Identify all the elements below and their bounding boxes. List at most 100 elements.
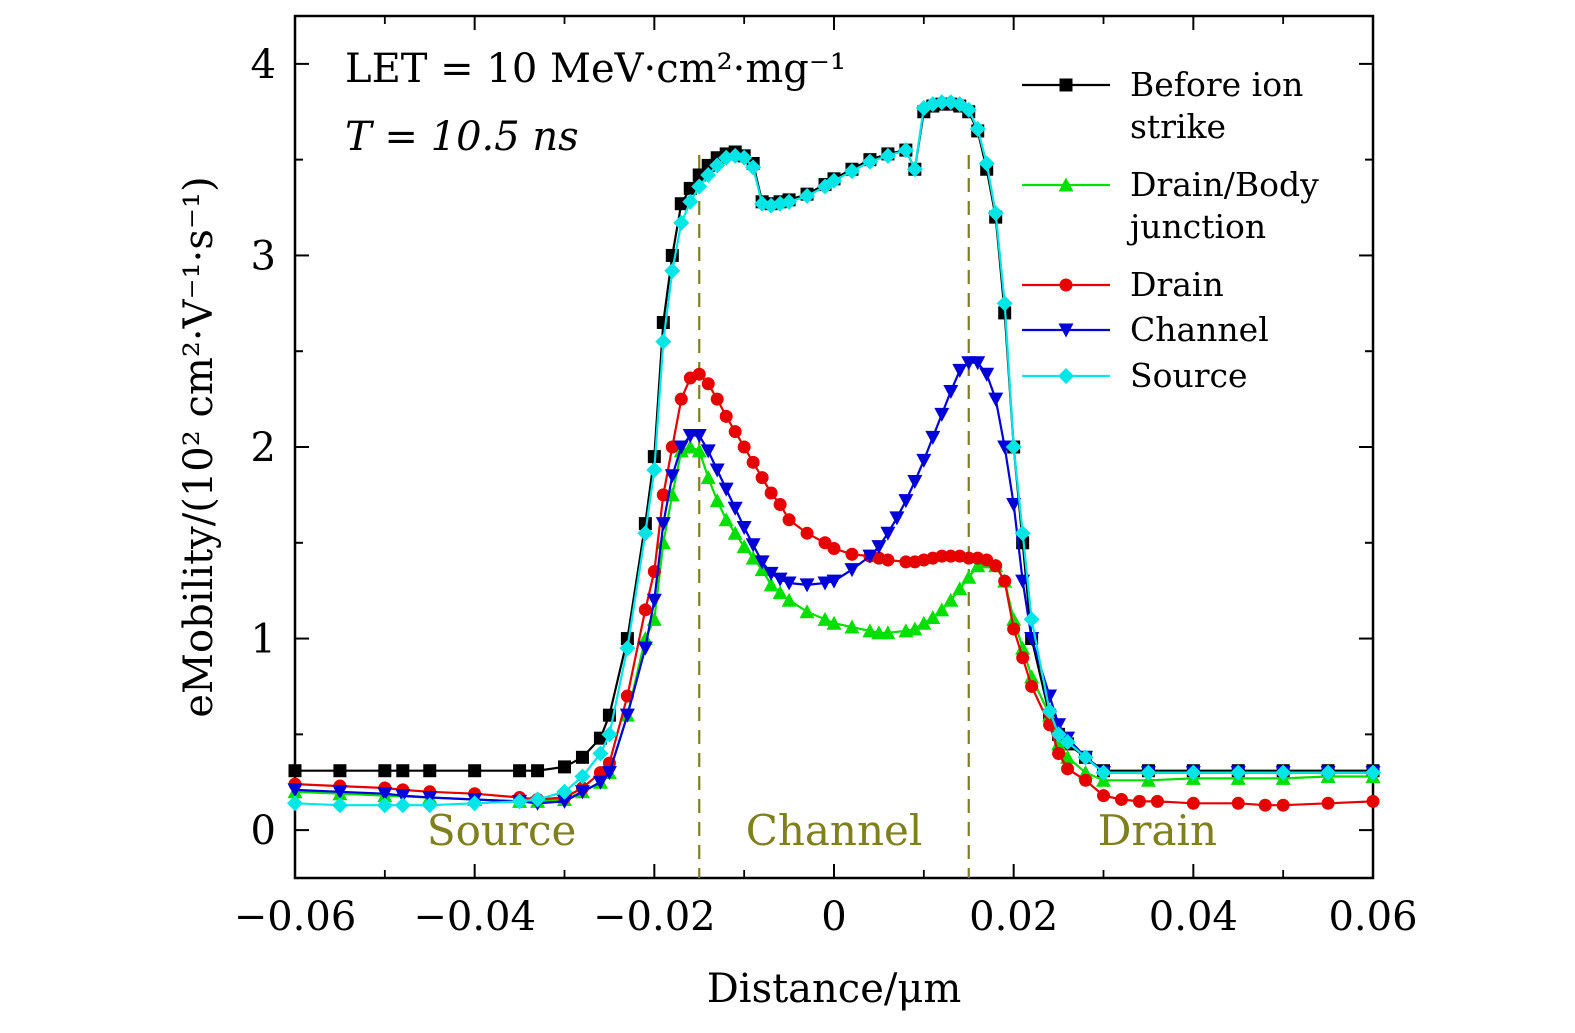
legend-label: Channel [1130, 310, 1269, 349]
data-point [1016, 651, 1030, 665]
data-point [763, 566, 779, 581]
data-point [673, 214, 690, 231]
data-point [782, 513, 796, 527]
data-point [638, 603, 652, 617]
series-2 [288, 367, 1380, 812]
data-point [531, 764, 545, 778]
data-point [925, 609, 941, 624]
data-point [619, 708, 635, 723]
data-point [889, 511, 905, 526]
data-point [764, 486, 778, 500]
annotation-let: LET = 10 MeV·cm²·mg⁻¹ [345, 46, 846, 92]
data-point [988, 392, 1004, 407]
data-point [700, 470, 716, 485]
data-point [682, 439, 698, 454]
axis-ticks: −0.06 −0.04 −0.02 0 0.02 0.04 0.06 0 1 2 3 4 [234, 16, 1418, 940]
data-point [862, 623, 878, 638]
data-point [826, 615, 842, 630]
data-point [1185, 764, 1202, 781]
data-point [574, 785, 590, 800]
data-point [781, 592, 797, 607]
data-point [799, 604, 815, 619]
region-label: Drain [1098, 806, 1217, 855]
data-point [736, 520, 752, 535]
data-point [646, 461, 663, 478]
data-point [996, 295, 1013, 312]
data-point [907, 474, 923, 489]
series-4 [287, 94, 1381, 814]
data-point [899, 555, 913, 569]
data-point [727, 501, 743, 516]
data-point [772, 585, 788, 600]
data-point [1041, 703, 1058, 720]
data-point [1024, 669, 1040, 684]
data-point [736, 539, 752, 554]
data-point [1230, 764, 1247, 781]
legend-entry-0: Before ion strike [1022, 65, 1303, 146]
data-point [1186, 796, 1200, 810]
data-point [1023, 611, 1040, 628]
data-point [692, 367, 706, 381]
data-point [556, 783, 573, 800]
data-point [601, 726, 618, 743]
data-point [1114, 792, 1128, 806]
data-point [396, 764, 410, 778]
data-point [897, 142, 914, 159]
data-point [378, 764, 392, 778]
data-point [333, 764, 347, 778]
data-point [655, 517, 671, 532]
data-point [871, 540, 887, 555]
data-point [637, 525, 654, 542]
data-point [709, 493, 725, 508]
data-point [969, 121, 986, 138]
data-point [601, 766, 617, 781]
legend-entry-3: Channel [1022, 310, 1269, 349]
data-point [1006, 497, 1022, 512]
data-point [1050, 726, 1067, 743]
data-point [709, 157, 726, 174]
data-point [1051, 736, 1067, 751]
data-point [998, 574, 1012, 588]
data-point [933, 94, 950, 111]
x-tick-label: −0.02 [593, 894, 716, 940]
x-tick-label: −0.06 [234, 894, 357, 940]
legend-swatch-marker [1059, 78, 1073, 92]
y-axis-title: eMobility/(10² cm²·V⁻¹·s⁻¹) [176, 176, 222, 717]
data-point [781, 193, 798, 210]
data-point [844, 563, 860, 578]
data-point [331, 797, 348, 814]
data-point [1276, 798, 1290, 812]
data-point [395, 789, 411, 804]
data-point [287, 783, 303, 798]
legend-label: Drain [1130, 265, 1224, 304]
data-point [763, 577, 779, 592]
data-point [960, 101, 977, 118]
data-point [844, 619, 860, 634]
data-point [799, 578, 815, 593]
legend-label: Drain/Body junction [1126, 165, 1319, 246]
data-point [925, 430, 941, 445]
legend-swatch-marker [1058, 323, 1074, 338]
data-point [997, 440, 1013, 455]
data-point [799, 188, 816, 205]
data-point [907, 621, 923, 636]
data-point [772, 572, 788, 587]
data-point [1095, 764, 1112, 781]
x-tick-label: −0.04 [413, 894, 536, 940]
data-point [745, 159, 762, 176]
data-point [827, 542, 841, 556]
data-point [421, 797, 438, 814]
x-tick-label: 0.02 [969, 894, 1058, 940]
data-point [989, 559, 1003, 573]
data-point [1365, 764, 1381, 781]
data-point [592, 745, 609, 762]
data-point [709, 463, 725, 478]
data-point [880, 625, 896, 640]
data-point [673, 440, 689, 455]
data-point [701, 377, 715, 391]
region-boundaries [698, 155, 970, 878]
x-tick-label: 0.06 [1328, 894, 1417, 940]
region-label: Source [427, 806, 577, 855]
data-point [736, 149, 753, 166]
data-point [1132, 794, 1146, 808]
